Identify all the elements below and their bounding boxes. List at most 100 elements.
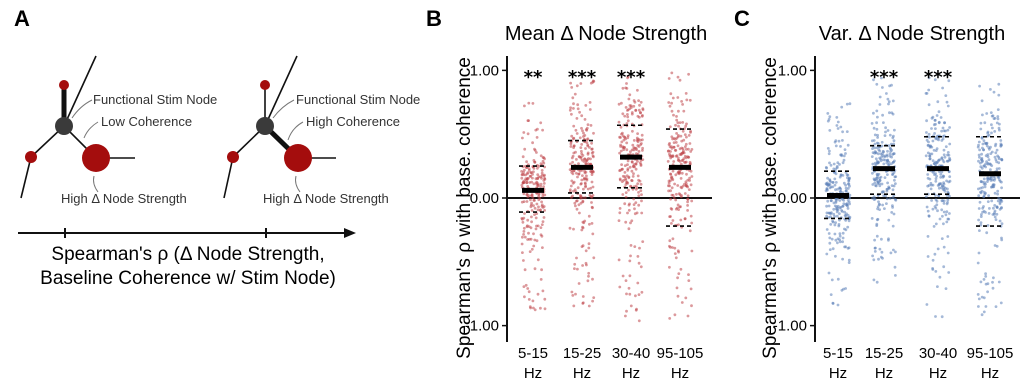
data-point xyxy=(535,202,539,206)
data-point xyxy=(528,305,532,309)
data-point xyxy=(681,129,685,133)
data-point xyxy=(592,155,595,159)
data-point xyxy=(539,162,543,166)
data-point xyxy=(873,133,877,137)
data-point xyxy=(690,175,694,178)
data-point xyxy=(630,112,634,116)
data-point xyxy=(934,179,938,183)
data-point xyxy=(827,117,831,121)
data-point xyxy=(874,184,878,188)
data-point xyxy=(627,188,630,192)
data-point xyxy=(946,153,949,157)
data-point xyxy=(635,152,638,156)
data-point xyxy=(891,153,895,156)
data-point xyxy=(996,192,999,196)
data-point xyxy=(890,148,894,152)
data-point xyxy=(571,160,574,164)
data-point xyxy=(521,251,524,255)
data-point xyxy=(674,173,678,177)
data-point xyxy=(540,234,544,238)
data-point xyxy=(625,141,629,145)
data-point xyxy=(993,209,997,213)
data-point xyxy=(926,184,930,188)
data-point xyxy=(934,315,937,318)
pointer-line xyxy=(83,121,99,139)
data-point xyxy=(838,234,842,238)
data-point xyxy=(636,255,640,258)
data-point xyxy=(945,179,948,183)
data-point xyxy=(532,244,536,248)
data-point xyxy=(938,217,942,221)
data-point xyxy=(937,186,941,190)
data-point xyxy=(685,172,688,176)
data-point xyxy=(948,126,951,129)
data-point xyxy=(628,165,632,169)
data-point xyxy=(891,206,894,209)
data-point xyxy=(631,129,634,133)
data-point xyxy=(583,134,587,137)
data-point xyxy=(829,223,833,226)
data-point xyxy=(948,194,951,198)
data-point xyxy=(520,217,524,220)
data-point xyxy=(580,114,584,118)
data-point xyxy=(843,214,847,217)
data-point xyxy=(581,295,585,298)
data-point xyxy=(844,183,847,187)
data-point xyxy=(831,302,835,305)
data-point xyxy=(844,228,848,232)
functional-stim-node xyxy=(55,117,73,135)
x-tick-label: 15-25 xyxy=(865,345,903,362)
data-point xyxy=(995,167,999,171)
data-point xyxy=(672,141,676,145)
data-point xyxy=(872,78,875,82)
data-point xyxy=(846,204,849,208)
data-point xyxy=(628,202,631,206)
data-point xyxy=(928,157,932,161)
data-point xyxy=(584,147,587,150)
data-point xyxy=(676,75,680,79)
data-point xyxy=(931,139,935,143)
data-point xyxy=(880,182,884,186)
data-point xyxy=(881,113,884,117)
data-point xyxy=(879,255,883,259)
data-point xyxy=(840,209,843,212)
data-point xyxy=(592,296,596,299)
data-point xyxy=(840,153,843,157)
data-point xyxy=(677,171,681,175)
data-point xyxy=(630,160,634,164)
data-point xyxy=(529,198,532,202)
data-point xyxy=(542,185,545,189)
data-point xyxy=(842,158,846,162)
data-point xyxy=(574,150,577,154)
data-point xyxy=(580,149,583,153)
data-point xyxy=(522,168,526,172)
data-point xyxy=(568,188,572,192)
data-point xyxy=(680,139,684,143)
data-point xyxy=(684,147,688,151)
data-point xyxy=(924,195,928,199)
y-axis-label: Spearman's ρ with base. coherence xyxy=(760,57,781,359)
data-point xyxy=(925,119,928,123)
data-point xyxy=(576,175,579,179)
data-point xyxy=(576,107,580,111)
data-point xyxy=(982,278,986,281)
left-node-diagram: Functional Stim Node Low Coherence High … xyxy=(20,55,217,206)
data-point xyxy=(986,153,990,156)
data-point xyxy=(846,173,850,177)
data-point xyxy=(577,172,581,176)
data-point xyxy=(990,150,994,154)
data-point xyxy=(940,157,944,160)
data-point xyxy=(945,100,949,104)
data-point xyxy=(886,97,890,101)
significance-marker: *** xyxy=(924,67,953,88)
data-point xyxy=(982,164,986,168)
data-point xyxy=(930,116,934,120)
data-point xyxy=(575,158,578,161)
data-point xyxy=(992,206,995,210)
data-point xyxy=(575,256,578,260)
data-point xyxy=(891,99,895,103)
data-point xyxy=(679,153,683,157)
data-point xyxy=(541,220,545,224)
data-point xyxy=(634,294,637,298)
data-point xyxy=(625,82,628,85)
